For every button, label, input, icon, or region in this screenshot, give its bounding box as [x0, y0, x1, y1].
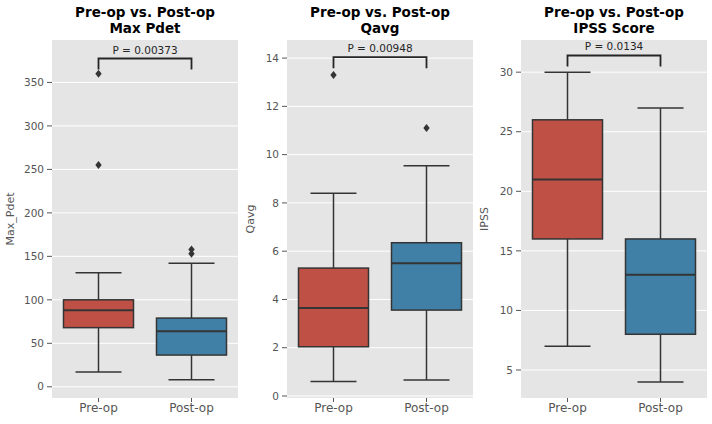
p-value-label: P = 0.00948 — [347, 42, 412, 54]
y-tick-label: 10 — [500, 304, 513, 316]
subplot-title-line1: Pre-op vs. Post-op — [544, 4, 684, 20]
subplot-title-line1: Pre-op vs. Post-op — [75, 4, 215, 20]
y-tick-label: 4 — [272, 293, 279, 305]
y-tick-label: 10 — [266, 148, 279, 160]
x-tick-label: Pre-op — [314, 401, 353, 415]
box — [64, 300, 134, 328]
x-tick-label: Pre-op — [79, 401, 118, 415]
y-axis-label: Max_Pdet — [4, 192, 17, 246]
y-tick-label: 100 — [24, 294, 44, 306]
y-tick-label: 6 — [272, 245, 279, 257]
y-tick-label: 50 — [31, 337, 44, 349]
y-tick-label: 14 — [266, 52, 280, 64]
subplot-title-line1: Pre-op vs. Post-op — [310, 4, 450, 20]
y-tick-label: 0 — [37, 380, 44, 392]
subplot-1: 050100150200250300350Pre-op vs. Post-opM… — [4, 4, 238, 415]
box — [157, 318, 227, 355]
box — [626, 239, 696, 334]
subplot-title-line2: Qavg — [360, 20, 399, 36]
subplot-2: 02468101214Pre-op vs. Post-opQavgQavgPre… — [244, 4, 473, 415]
y-tick-label: 5 — [506, 364, 513, 376]
y-tick-label: 12 — [266, 100, 279, 112]
p-value-label: P = 0.0134 — [585, 40, 644, 52]
y-tick-label: 25 — [500, 125, 513, 137]
p-value-label: P = 0.00373 — [112, 44, 177, 56]
chart-svg: 050100150200250300350Pre-op vs. Post-opM… — [0, 0, 712, 424]
y-tick-label: 0 — [272, 390, 279, 402]
y-tick-label: 250 — [24, 163, 44, 175]
y-axis-label: IPSS — [478, 207, 491, 231]
subplot-title-line2: IPSS Score — [573, 20, 654, 36]
x-tick-label: Post-op — [404, 401, 449, 415]
y-tick-label: 20 — [500, 185, 513, 197]
y-tick-label: 200 — [24, 207, 44, 219]
box — [392, 243, 462, 310]
boxplot-figure: 050100150200250300350Pre-op vs. Post-opM… — [0, 0, 712, 424]
x-tick-label: Post-op — [638, 401, 683, 415]
y-tick-label: 30 — [500, 66, 513, 78]
y-tick-label: 15 — [500, 245, 513, 257]
y-tick-label: 350 — [24, 76, 44, 88]
x-tick-label: Post-op — [169, 401, 214, 415]
subplot-3: 5 10 15 20 25 30 Pre-op vs. Post-opIPSS Score I… — [478, 4, 707, 415]
subplot-title-line2: Max Pdet — [109, 20, 181, 36]
y-tick-label: 300 — [24, 120, 44, 132]
x-tick-label: Pre-op — [548, 401, 587, 415]
y-tick-label: 2 — [272, 341, 279, 353]
y-axis-label: Qavg — [244, 205, 257, 234]
y-tick-label: 8 — [272, 197, 279, 209]
y-tick-label: 150 — [24, 250, 44, 262]
